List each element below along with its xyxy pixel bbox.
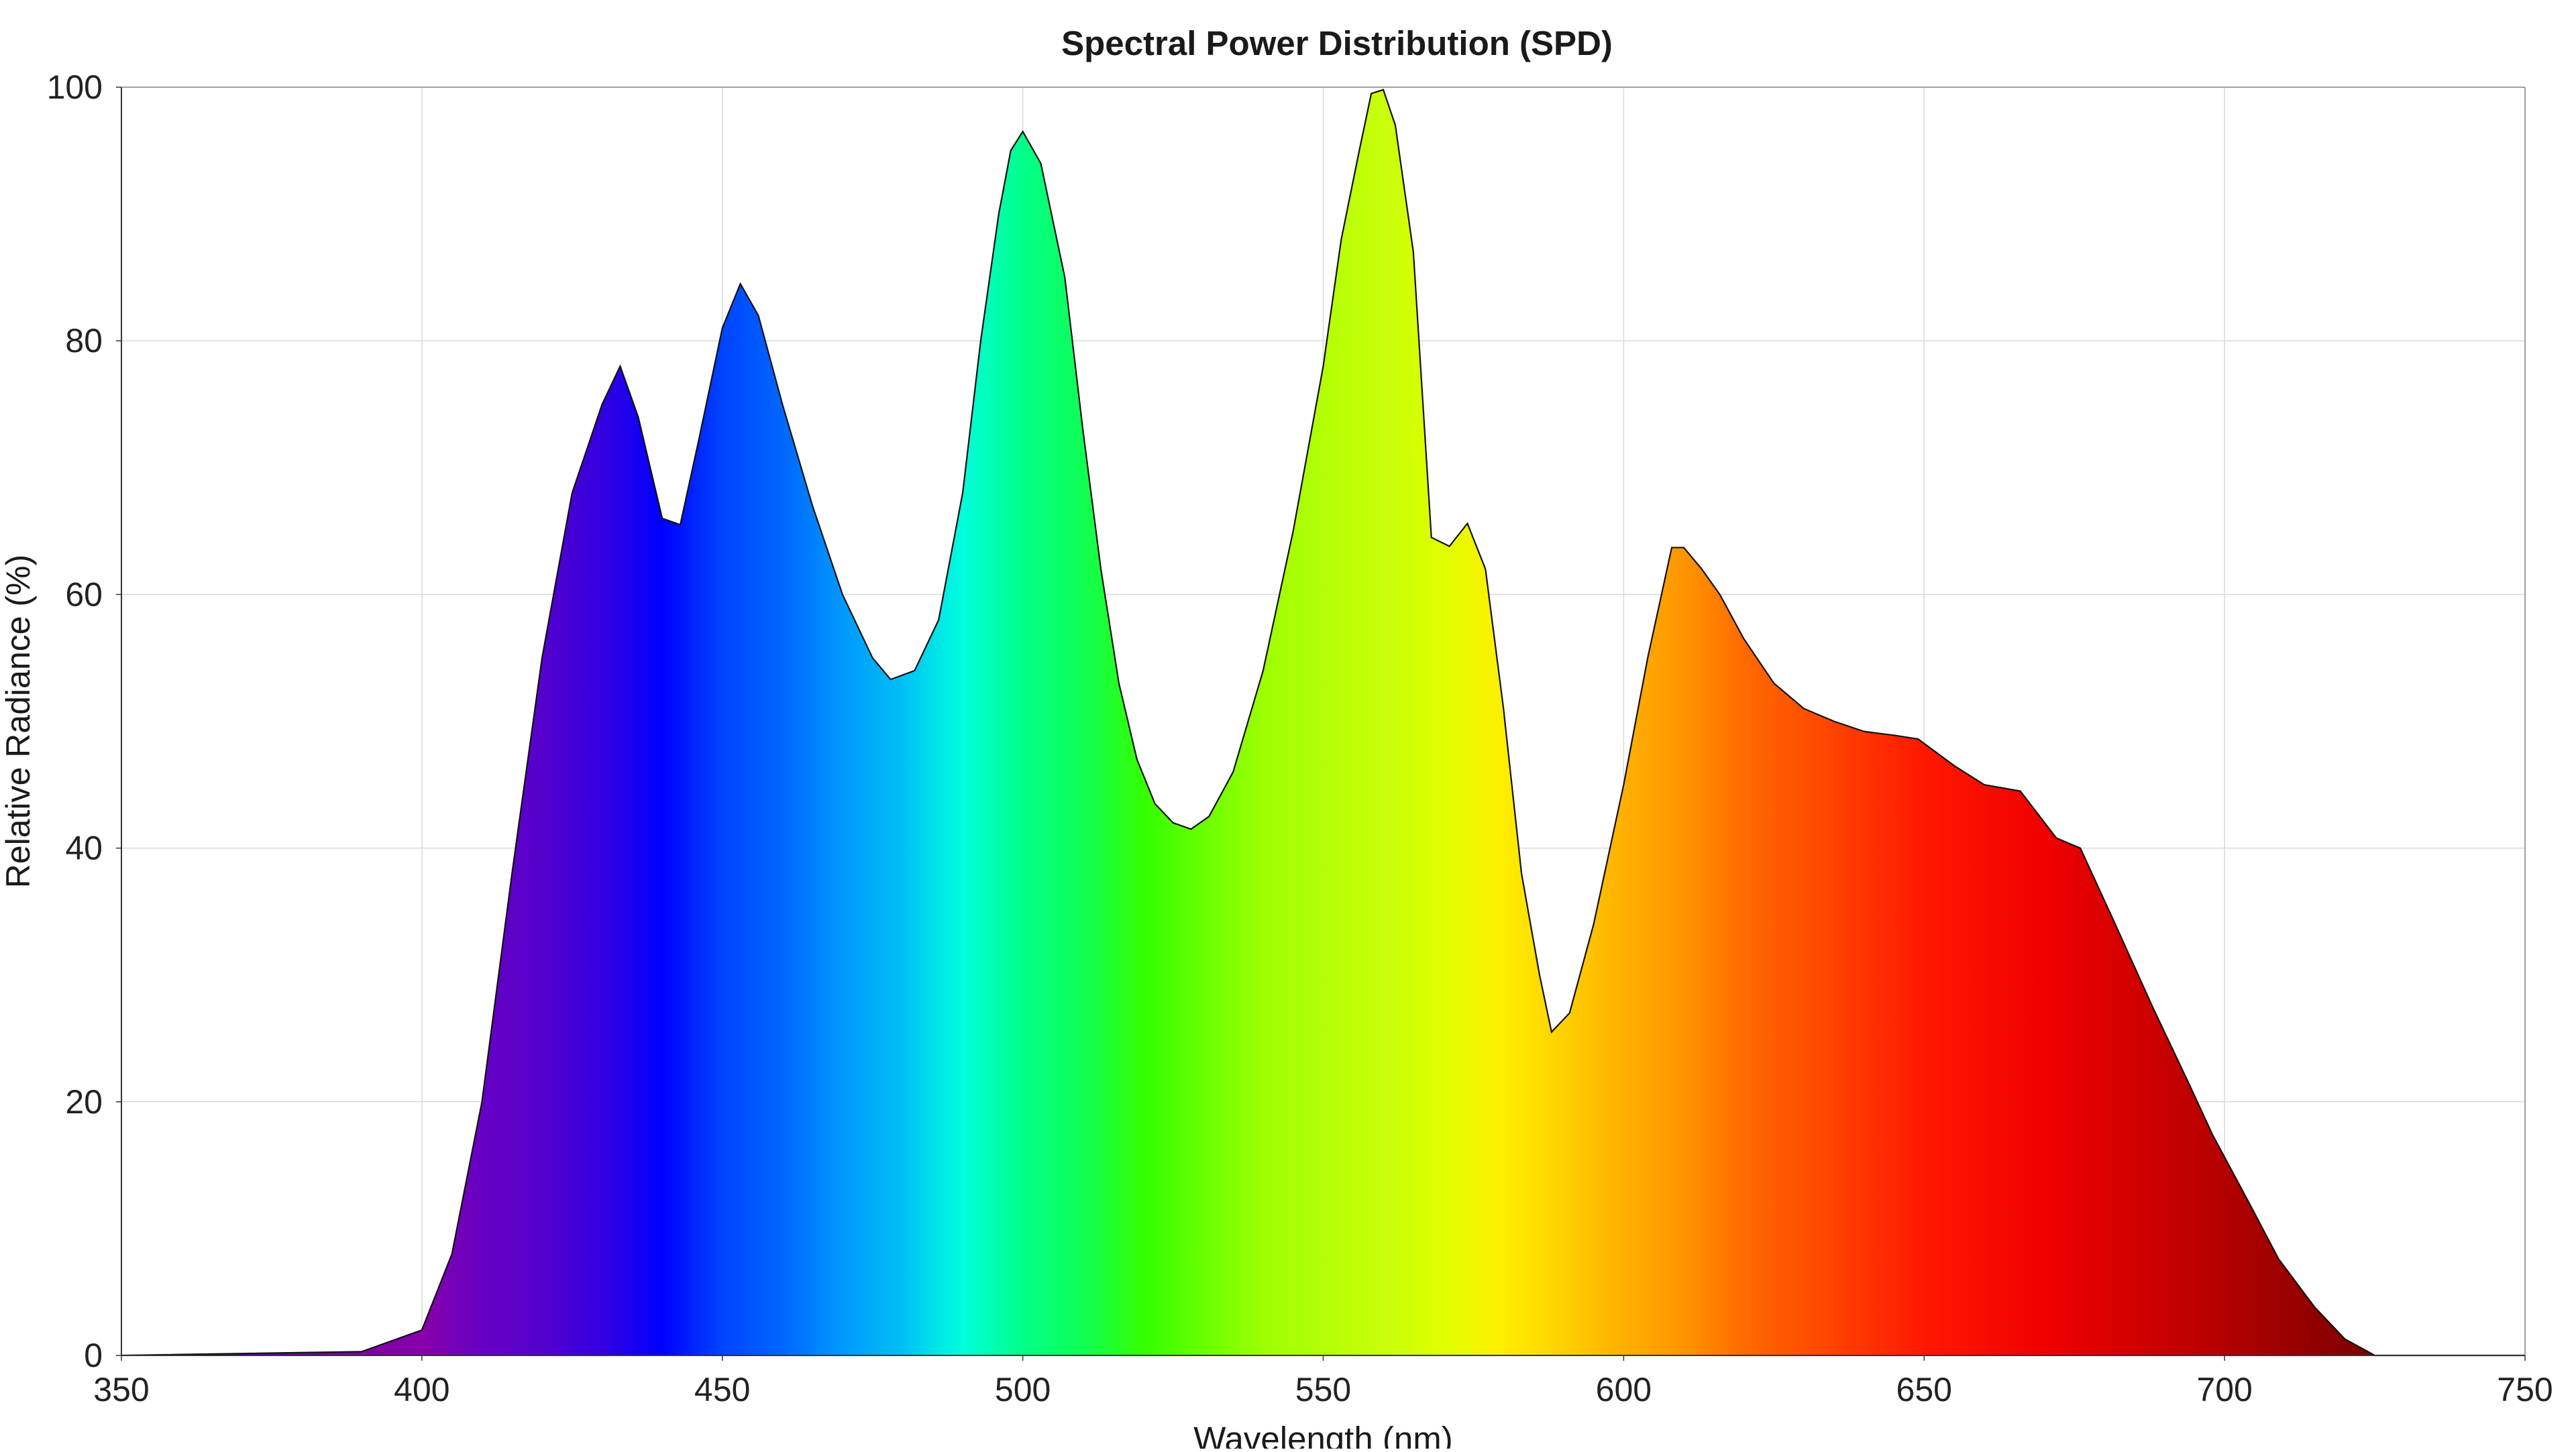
- svg-text:40: 40: [65, 830, 103, 867]
- svg-text:550: 550: [1295, 1371, 1351, 1408]
- svg-text:Spectral Power Distribution (S: Spectral Power Distribution (SPD): [1061, 24, 1613, 62]
- svg-text:0: 0: [84, 1337, 103, 1374]
- svg-text:400: 400: [394, 1371, 449, 1408]
- svg-text:350: 350: [93, 1371, 149, 1408]
- svg-text:100: 100: [47, 68, 103, 106]
- svg-text:650: 650: [1896, 1371, 1952, 1408]
- svg-text:20: 20: [65, 1083, 103, 1121]
- svg-text:500: 500: [995, 1371, 1051, 1408]
- svg-text:600: 600: [1596, 1371, 1652, 1408]
- svg-text:700: 700: [2196, 1371, 2252, 1408]
- svg-text:Wavelength (nm): Wavelength (nm): [1193, 1420, 1452, 1449]
- svg-text:60: 60: [65, 575, 103, 613]
- svg-text:80: 80: [65, 322, 103, 359]
- svg-text:450: 450: [694, 1371, 750, 1408]
- svg-text:750: 750: [2497, 1371, 2553, 1408]
- svg-text:Relative Radiance (%): Relative Radiance (%): [0, 555, 37, 888]
